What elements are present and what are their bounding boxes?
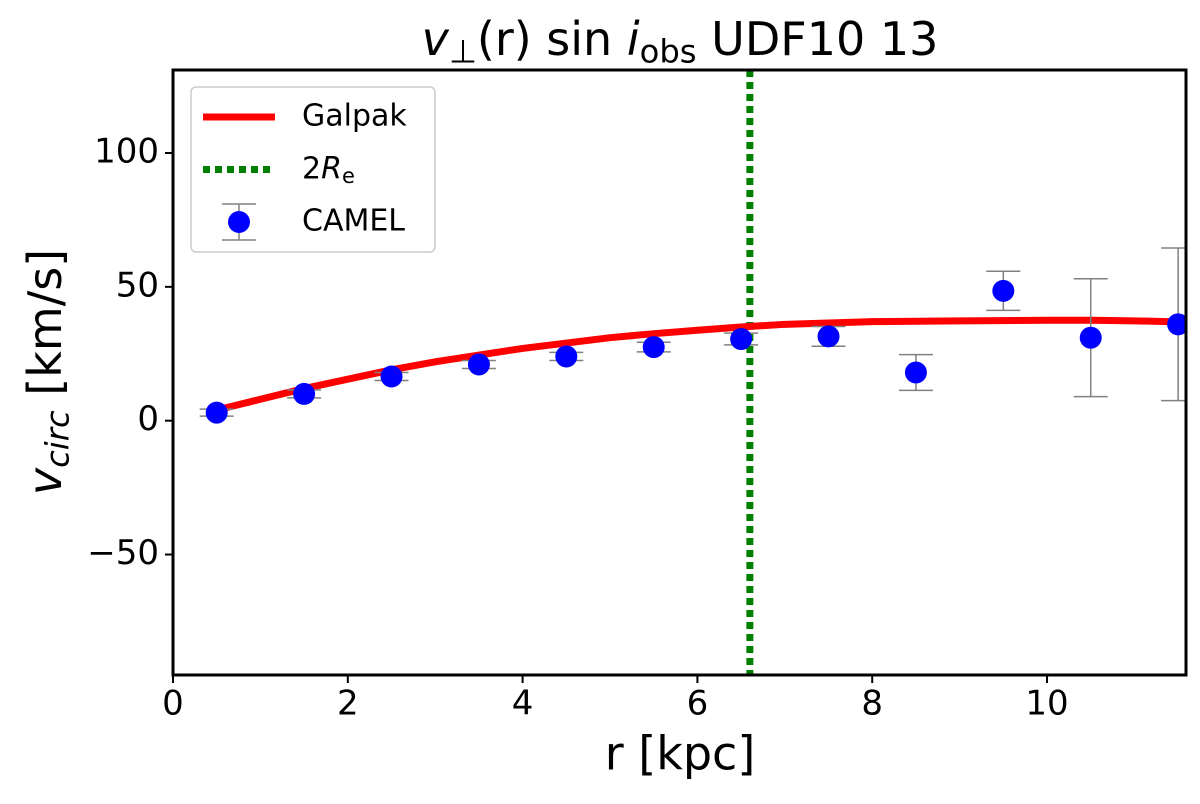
x-axis-label: r [kpc] <box>605 727 756 781</box>
x-tick-label: 8 <box>861 684 883 724</box>
text-part: v <box>422 12 450 66</box>
text-part: v <box>18 467 72 495</box>
data-point <box>293 382 316 405</box>
plot-area <box>199 70 1186 675</box>
legend-label: 2Re <box>302 151 355 188</box>
data-point <box>1167 313 1186 336</box>
text-part: [km/s] <box>18 249 72 410</box>
text-part: i <box>627 12 640 66</box>
model-line <box>215 316 1186 414</box>
data-point <box>467 353 490 376</box>
plot-frame <box>171 68 1188 677</box>
data-point <box>904 361 927 384</box>
data-point <box>992 279 1015 302</box>
x-tick-label: 6 <box>687 684 709 724</box>
legend-box <box>190 86 436 253</box>
y-tick-label: 100 <box>94 131 159 171</box>
x-tick-label: 10 <box>1025 684 1068 724</box>
chart-title: v⊥(r) sin iobs UDF10 13 <box>422 12 939 71</box>
legend-label: Galpak <box>302 99 407 134</box>
text-part: sin <box>532 12 627 66</box>
data-point <box>1079 326 1102 349</box>
text-part: UDF10 13 <box>697 12 939 66</box>
legend-swatch <box>228 211 250 233</box>
data-point <box>730 328 753 351</box>
y-tick-label: 0 <box>137 399 159 439</box>
data-point <box>817 325 840 348</box>
text-part: R <box>321 151 342 186</box>
y-tick-label: −50 <box>87 533 159 573</box>
data-point <box>205 401 228 424</box>
x-tick-label: 2 <box>337 684 359 724</box>
data-point <box>555 345 578 368</box>
y-tick-label: 50 <box>116 265 159 305</box>
y-axis-label: vcirc [km/s] <box>18 249 77 495</box>
data-point <box>380 365 403 388</box>
legend-label: CAMEL <box>302 204 405 239</box>
text-part: (r) <box>477 12 532 66</box>
text-part: obs <box>640 33 697 71</box>
x-tick-label: 4 <box>512 684 534 724</box>
text-part: e <box>342 164 355 188</box>
text-part: 2 <box>302 151 321 186</box>
text-part: circ <box>39 410 77 468</box>
data-point <box>642 336 665 359</box>
x-tick-label: 0 <box>162 684 184 724</box>
text-part: ⊥ <box>449 33 477 71</box>
